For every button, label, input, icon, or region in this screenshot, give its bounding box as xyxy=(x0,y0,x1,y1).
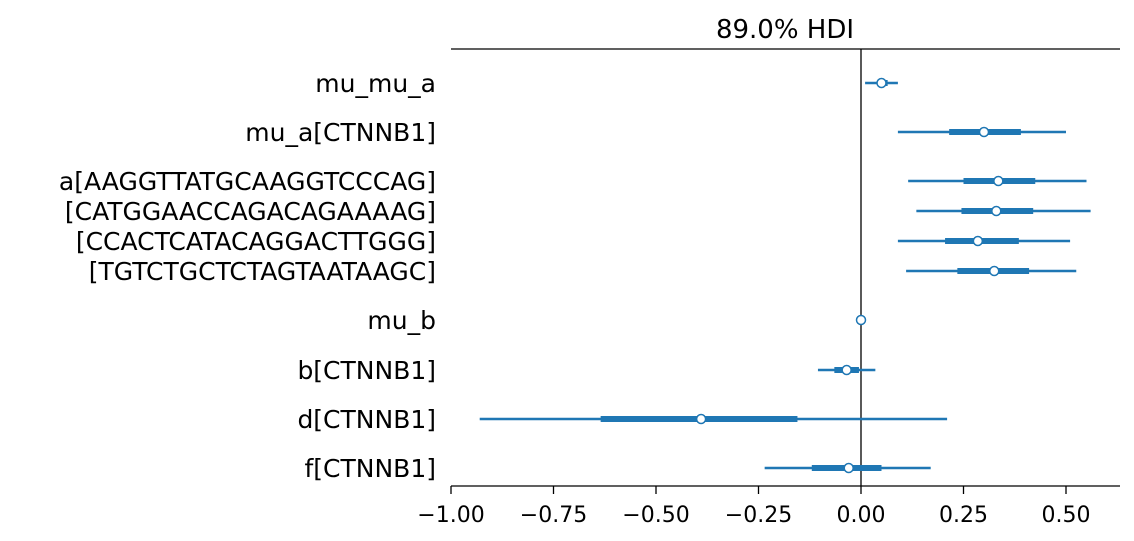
row-label: mu_b xyxy=(367,306,436,335)
mean-point xyxy=(841,364,852,376)
x-tick-label: −0.75 xyxy=(520,503,587,528)
row-label: [CCACTCATACAGGACTTGGG] xyxy=(76,227,436,256)
row-label: b[CTNNB1] xyxy=(297,356,436,385)
mean-point xyxy=(843,462,854,474)
x-tick-label: 0.00 xyxy=(837,503,886,528)
x-tick-label: −1.00 xyxy=(417,503,484,528)
x-tick-label: −0.25 xyxy=(725,503,792,528)
row-label: [CATGGAACCAGACAGAAAAG] xyxy=(65,197,436,226)
mean-point xyxy=(695,413,707,425)
x-axis-ticks: −1.00 −0.75 −0.50 −0.25 0.00 0.25 0.50 xyxy=(417,486,1090,528)
row-label: mu_mu_a xyxy=(315,69,436,98)
mean-point xyxy=(876,77,887,89)
mean-point xyxy=(972,235,984,247)
x-tick-label: 0.50 xyxy=(1042,503,1091,528)
x-tick-label: 0.25 xyxy=(939,503,988,528)
row-labels: mu_mu_a mu_a[CTNNB1] a[AAGGTTATGCAAGGTCCCA… xyxy=(59,69,436,483)
x-tick-label: −0.50 xyxy=(622,503,689,528)
interval-marks xyxy=(479,77,1091,474)
mean-point xyxy=(993,175,1004,187)
row-label: f[CTNNB1] xyxy=(305,454,437,483)
row-label: a[AAGGTTATGCAAGGTCCCAG] xyxy=(59,167,436,196)
mean-point xyxy=(991,205,1002,217)
mean-point xyxy=(989,265,1000,277)
row-label: [TGTCTGCTCTAGTAATAAGC] xyxy=(89,257,436,286)
row-label: d[CTNNB1] xyxy=(297,405,436,434)
mean-point xyxy=(855,314,867,326)
chart-title: 89.0% HDI xyxy=(716,15,854,45)
row-label: mu_a[CTNNB1] xyxy=(245,118,436,147)
mean-point xyxy=(978,126,990,138)
